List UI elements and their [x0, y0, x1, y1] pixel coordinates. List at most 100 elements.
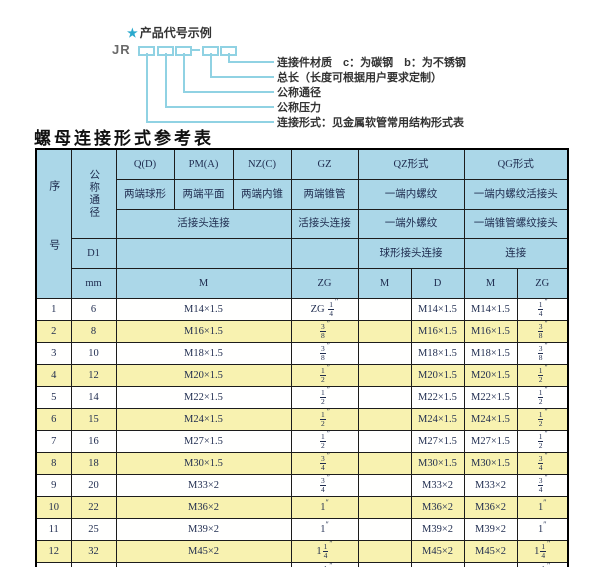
product-code-prefix: JR — [112, 42, 131, 57]
header-qz-desc1: 一端内螺纹 — [357, 178, 465, 210]
row-dn-mm: 22 — [70, 496, 117, 519]
row-seq: 5 — [35, 386, 72, 409]
row-gz-zg: 3 4 ″ — [290, 452, 359, 475]
header-col-qz: QZ形式 — [357, 148, 465, 180]
row-m-thread: M18×1.5 — [115, 342, 292, 365]
row-m-thread: M14×1.5 — [115, 298, 292, 321]
diagram-heading: ★ 产品代号示例 — [127, 24, 212, 41]
row-dn-mm: 8 — [70, 320, 117, 343]
row-qz-d: M36×2 — [410, 496, 465, 519]
header-qg-desc1: 一端内螺纹活接头 — [463, 178, 569, 210]
row-qz-d: M14×1.5 — [410, 298, 465, 321]
row-qg-m: M39×2 — [463, 518, 518, 541]
row-qg-m: M24×1.5 — [463, 408, 518, 431]
header-col-nz: NZ(C) — [232, 148, 292, 180]
row-seq: 3 — [35, 342, 72, 365]
header-q-desc: 两端球形 — [115, 178, 175, 210]
header-m: M — [115, 268, 292, 299]
header-qg-desc2: 一端锥管螺纹接头 — [463, 208, 569, 240]
row-qz-d: M18×1.5 — [410, 342, 465, 365]
table-row: 1 6 M14×1.5 ZG 1 4 ″ M14×1.5 M14×1.5 1 4 ″ — [35, 298, 569, 321]
row-qz-m — [357, 342, 412, 365]
row-qz-d: M39×2 — [410, 518, 465, 541]
connector-line-4 — [165, 53, 274, 108]
row-dn-mm: 14 — [70, 386, 117, 409]
table-row: 4 12 M20×1.5 1 2 ″ M20×1.5 M20×1.5 1 2 ″ — [35, 364, 569, 387]
row-m-thread: M33×2 — [115, 474, 292, 497]
row-qz-m — [357, 474, 412, 497]
row-seq: 13 — [35, 562, 72, 567]
row-m-thread: M20×1.5 — [115, 364, 292, 387]
row-qg-zg: 3 8 ″ — [516, 342, 569, 365]
row-qz-m — [357, 408, 412, 431]
header-qz-desc2: 一端外螺纹 — [357, 208, 465, 240]
row-qg-zg: 1 1 4 ″ — [516, 540, 569, 563]
row-m-thread: M45×2 — [115, 540, 292, 563]
row-seq: 11 — [35, 518, 72, 541]
table-row: 2 8 M16×1.5 3 8 ″ M16×1.5 M16×1.5 3 8 ″ — [35, 320, 569, 343]
row-seq: 7 — [35, 430, 72, 453]
header-row-1: 序号 公称通径 Q(D) PM(A) NZ(C) GZ QZ形式 QG形式 — [35, 148, 569, 299]
row-gz-zg: 112″ — [290, 562, 359, 567]
row-qg-zg: 1 2 ″ — [516, 430, 569, 453]
row-gz-zg: 1 2 ″ — [290, 430, 359, 453]
header-col-gz: GZ — [290, 148, 359, 180]
row-gz-zg: 3 4 ″ — [290, 474, 359, 497]
row-qz-m — [357, 562, 412, 567]
row-qg-m: M36×2 — [463, 496, 518, 519]
row-m-thread: M16×1.5 — [115, 320, 292, 343]
row-qg-zg: 112″ — [516, 562, 569, 567]
row-qg-m: M22×1.5 — [463, 386, 518, 409]
diagram-label-material: 连接件材质 c：为碳钢 b：为不锈钢 — [277, 57, 466, 69]
table-row: 7 16 M27×1.5 1 2 ″ M27×1.5 M27×1.5 1 2 ″ — [35, 430, 569, 453]
row-dn-mm: 40 — [70, 562, 117, 567]
row-qg-zg: 1 2 ″ — [516, 364, 569, 387]
header-d1: D1 — [70, 238, 117, 270]
row-dn-mm: 10 — [70, 342, 117, 365]
row-qg-m: M16×1.5 — [463, 320, 518, 343]
row-qz-d: M52×2 — [410, 562, 465, 567]
header-qg-zg: ZG — [516, 268, 569, 299]
diagram-label-length: 总长（长度可根据用户要求定制） — [277, 72, 442, 84]
row-seq: 9 — [35, 474, 72, 497]
row-qz-m — [357, 452, 412, 475]
row-m-thread: M30×1.5 — [115, 452, 292, 475]
diagram-label-pressure: 公称压力 — [277, 102, 321, 114]
row-gz-zg: 1 2 ″ — [290, 408, 359, 431]
header-pm-desc: 两端平面 — [173, 178, 234, 210]
row-dn-mm: 25 — [70, 518, 117, 541]
row-qg-zg: 1 2 ″ — [516, 386, 569, 409]
header-qz-d: D — [410, 268, 465, 299]
header-qg-connection: 连接 — [463, 238, 569, 270]
table-row: 10 22 M36×2 1″ M36×2 M36×2 1″ — [35, 496, 569, 519]
row-seq: 4 — [35, 364, 72, 387]
row-qg-zg: 1″ — [516, 496, 569, 519]
header-seq: 序号 — [35, 148, 72, 299]
header-gz-desc: 两端锥管 — [290, 178, 359, 210]
row-seq: 1 — [35, 298, 72, 321]
row-qg-m: M30×1.5 — [463, 452, 518, 475]
row-qz-m — [357, 540, 412, 563]
row-qz-d: M24×1.5 — [410, 408, 465, 431]
row-qg-zg: 3 4 ″ — [516, 474, 569, 497]
row-qz-d: M22×1.5 — [410, 386, 465, 409]
row-qz-m — [357, 364, 412, 387]
header-nz-desc: 两端内锥 — [232, 178, 292, 210]
code-dash — [192, 49, 200, 51]
star-icon: ★ — [127, 26, 138, 40]
row-qg-zg: 3 4 ″ — [516, 452, 569, 475]
row-qg-zg: 1″ — [516, 518, 569, 541]
page-title: 螺母连接形式参考表 — [34, 129, 214, 149]
row-m-thread: M22×1.5 — [115, 386, 292, 409]
row-qz-d: M16×1.5 — [410, 320, 465, 343]
row-gz-zg: 3 8 ″ — [290, 320, 359, 343]
row-seq: 2 — [35, 320, 72, 343]
row-qz-m — [357, 320, 412, 343]
header-qz-connection: 球形接头连接 — [357, 238, 465, 270]
row-qz-d: M27×1.5 — [410, 430, 465, 453]
row-qz-m — [357, 430, 412, 453]
table-row: 9 20 M33×2 3 4 ″ M33×2 M33×2 3 4 ″ — [35, 474, 569, 497]
row-gz-zg: 1″ — [290, 518, 359, 541]
table-row: 12 32 M45×2 1 1 4 ″ M45×2 M45×2 1 1 4 ″ — [35, 540, 569, 563]
